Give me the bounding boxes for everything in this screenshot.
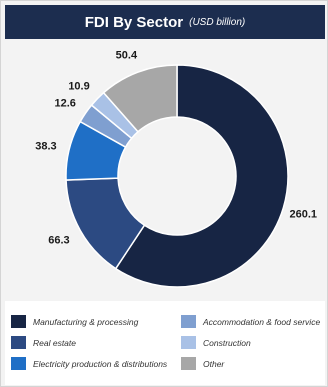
- data-label-other: 50.4: [116, 49, 138, 61]
- legend-swatch: [11, 357, 26, 370]
- legend-label: Electricity production & distributions: [33, 358, 168, 369]
- legend-swatch: [181, 315, 196, 328]
- chart-legend: Manufacturing & processing Real estate E…: [5, 301, 325, 385]
- legend-item-manufacturing: Manufacturing & processing: [11, 315, 138, 328]
- data-label-real-estate: 66.3: [48, 235, 69, 247]
- slice-manufacturing: [114, 64, 289, 288]
- legend-item-electricity: Electricity production & distributions: [11, 357, 167, 370]
- legend-label: Other: [203, 358, 225, 369]
- legend-swatch: [181, 357, 196, 370]
- legend-item-other: Other: [181, 357, 224, 370]
- donut-chart: 260.1 66.3 38.3 12.6 10.9 50.4: [35, 49, 317, 288]
- legend-swatch: [181, 336, 196, 349]
- chart-subtitle: (USD billion): [189, 16, 246, 28]
- legend-swatch: [11, 315, 26, 328]
- legend-label: Construction: [203, 337, 251, 348]
- data-label-electricity: 38.3: [35, 140, 56, 152]
- legend-item-real-estate: Real estate: [11, 336, 76, 349]
- legend-item-construction: Construction: [181, 336, 251, 349]
- chart-title: FDI By Sector: [84, 13, 184, 31]
- data-label-accommodation: 12.6: [54, 97, 75, 109]
- legend-label: Manufacturing & processing: [33, 316, 139, 327]
- legend-label: Accommodation & food service: [203, 316, 321, 327]
- data-label-construction: 10.9: [68, 80, 89, 92]
- legend-label: Real estate: [33, 337, 76, 348]
- legend-swatch: [11, 336, 26, 349]
- data-label-manufacturing: 260.1: [289, 208, 317, 220]
- legend-item-accommodation: Accommodation & food service: [181, 315, 320, 328]
- chart-header: FDI By Sector (USD billion): [5, 5, 325, 39]
- slice-other: [102, 64, 178, 133]
